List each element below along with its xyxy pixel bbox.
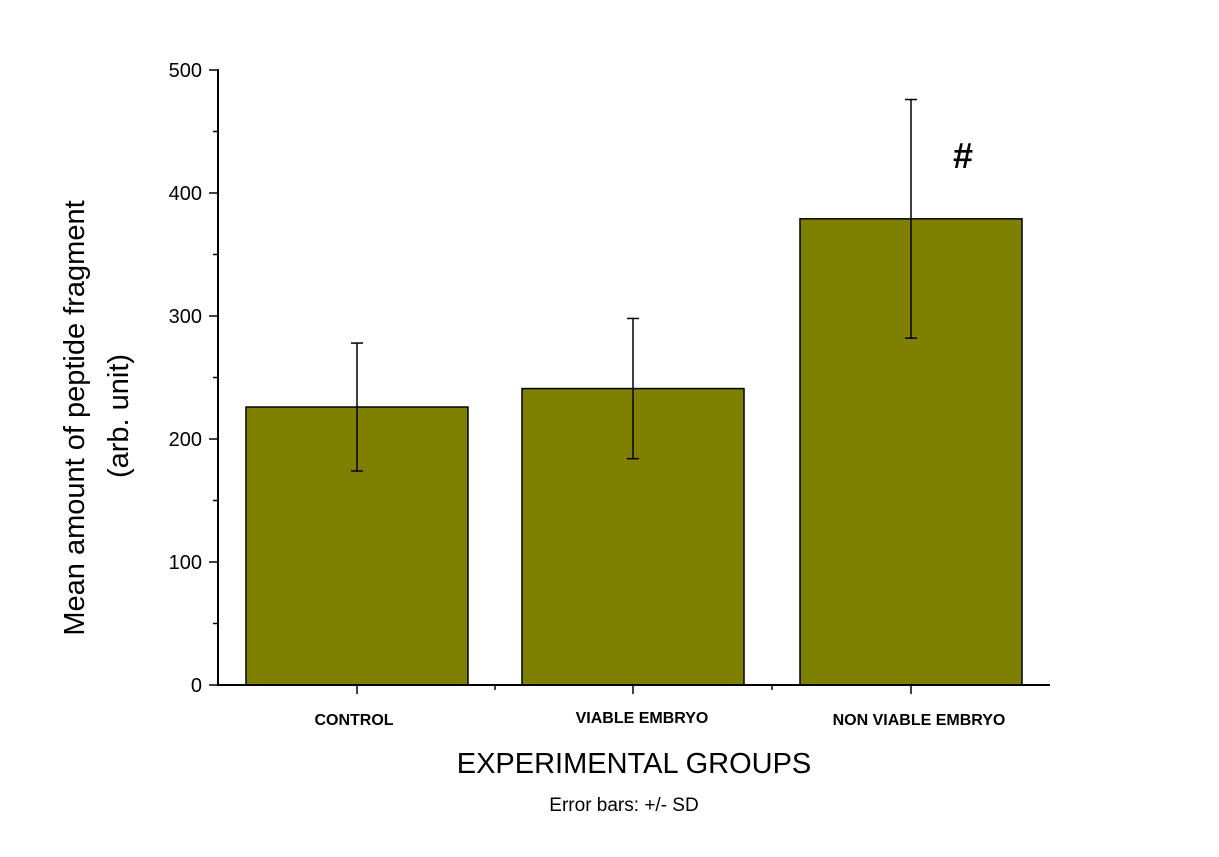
y-tick-label: 0 <box>191 675 202 697</box>
x-axis-title: EXPERIMENTAL GROUPS <box>457 748 812 780</box>
error-bar-control <box>351 342 363 472</box>
y-tick-label: 100 <box>169 552 202 574</box>
y-axis-title-line1: Mean amount of peptide fragment <box>59 200 91 635</box>
error-bars-note: Error bars: +/- SD <box>549 795 698 816</box>
x-tick-label: VIABLE EMBRYO <box>576 710 709 727</box>
y-axis-title-line2: (arb. unit) <box>103 354 135 478</box>
x-tick-label: CONTROL <box>314 712 393 729</box>
y-ticks-layer: 0 100 200 300 400 500 <box>169 60 218 697</box>
y-tick-label: 400 <box>169 183 202 205</box>
x-tick-label: NON VIABLE EMBRYO <box>833 712 1006 729</box>
error-bar-non-viable-embryo <box>905 98 917 339</box>
annotations-layer: # <box>953 135 973 176</box>
y-tick-label: 300 <box>169 306 202 328</box>
significance-marker: # <box>953 135 973 176</box>
error-bars-layer <box>351 98 917 472</box>
error-bar-viable-embryo <box>627 317 639 460</box>
y-tick-label: 200 <box>169 429 202 451</box>
bars-layer <box>245 218 1023 686</box>
y-tick-label: 500 <box>169 60 202 82</box>
x-ticks-layer: CONTROL VIABLE EMBRYO NON VIABLE EMBRYO <box>314 685 1005 729</box>
